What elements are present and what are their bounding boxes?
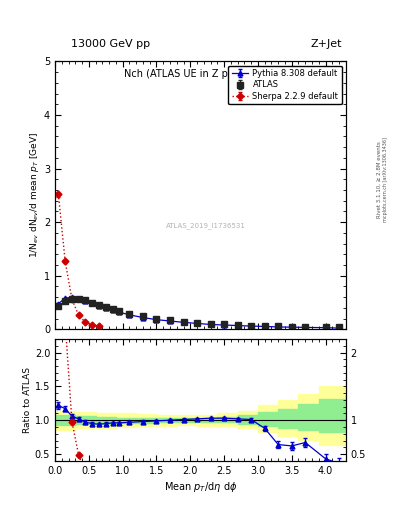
Legend: Pythia 8.308 default, ATLAS, Sherpa 2.2.9 default: Pythia 8.308 default, ATLAS, Sherpa 2.2.… bbox=[228, 66, 342, 104]
Text: Rivet 3.1.10, ≥ 2.8M events: Rivet 3.1.10, ≥ 2.8M events bbox=[377, 141, 382, 218]
Text: mcplots.cern.ch [arXiv:1306.3436]: mcplots.cern.ch [arXiv:1306.3436] bbox=[383, 137, 387, 222]
Text: Nch (ATLAS UE in Z production): Nch (ATLAS UE in Z production) bbox=[123, 70, 277, 79]
Text: 13000 GeV pp: 13000 GeV pp bbox=[71, 38, 150, 49]
Text: Z+Jet: Z+Jet bbox=[310, 38, 342, 49]
Y-axis label: Ratio to ATLAS: Ratio to ATLAS bbox=[23, 367, 32, 433]
X-axis label: Mean $p_T$/d$\eta$ d$\phi$: Mean $p_T$/d$\eta$ d$\phi$ bbox=[164, 480, 237, 494]
Text: ATLAS_2019_I1736531: ATLAS_2019_I1736531 bbox=[166, 223, 246, 229]
Y-axis label: 1/N$_{ev}$ dN$_{ev}$/d mean $p_T$ [GeV]: 1/N$_{ev}$ dN$_{ev}$/d mean $p_T$ [GeV] bbox=[28, 132, 41, 259]
